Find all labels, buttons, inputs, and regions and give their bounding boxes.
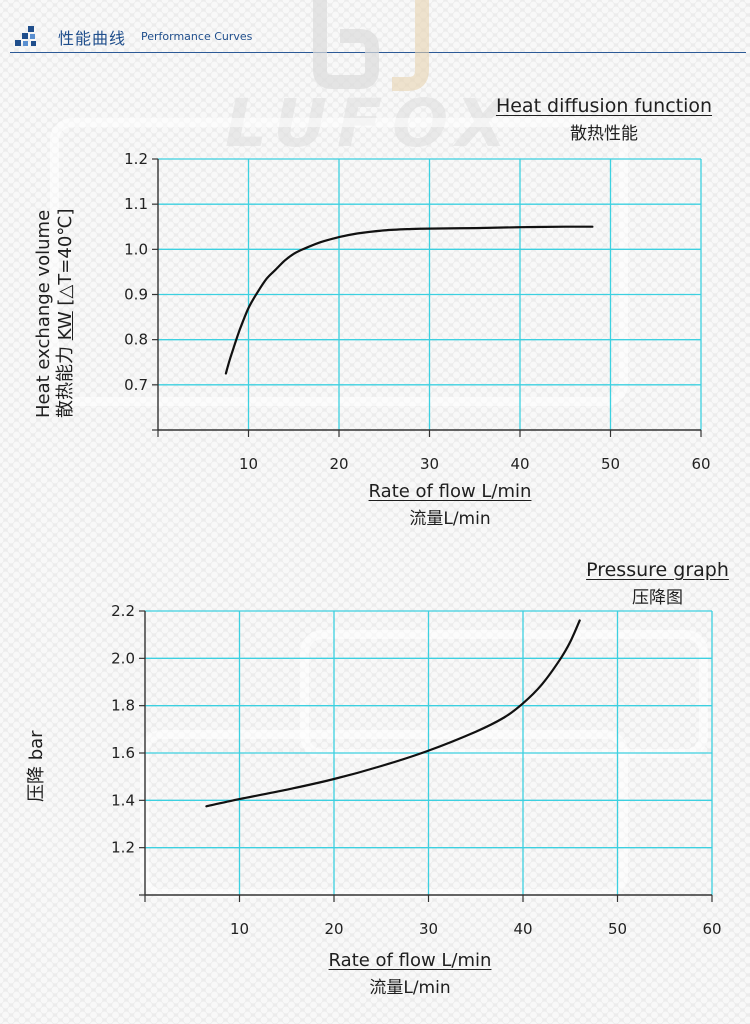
chart2-xlabel-zh: 流量L/min xyxy=(369,978,451,998)
chart1-subtitle: 散热性能 xyxy=(570,124,638,144)
chart2-x-tick-label: 30 xyxy=(419,920,438,938)
section-title: 性能曲线 xyxy=(58,29,127,48)
chart1-series-line xyxy=(224,225,594,375)
chart2-x-tick-label: 10 xyxy=(230,920,249,938)
chart1-y-tick-label: 1.1 xyxy=(124,195,148,213)
chart2-xlabel: Rate of flow L/min xyxy=(328,950,492,971)
chart2-x-tick-label: 20 xyxy=(324,920,343,938)
chart2-y-tick-label: 2.0 xyxy=(111,649,135,667)
chart1-y-tick-label: 0.8 xyxy=(124,331,148,349)
chart1-title: Heat diffusion function xyxy=(495,95,713,117)
chart2-y-tick-label: 2.2 xyxy=(111,602,135,620)
chart1-x-tick-label: 20 xyxy=(329,455,348,473)
chart2-y-tick-label: 1.2 xyxy=(111,839,135,857)
chart1-x-tick-label: 10 xyxy=(239,455,258,473)
watermark-logo-icon xyxy=(313,0,429,91)
chart1-xlabel-block: Rate of flow L/min 流量L/min xyxy=(330,481,570,529)
chart2-y-tick-label: 1.4 xyxy=(111,791,135,809)
chart2-x-tick-label: 50 xyxy=(608,920,627,938)
chart2-y-tick-label: 1.6 xyxy=(111,744,135,762)
chart2-subtitle: 压降图 xyxy=(632,588,683,608)
blocks-logo-icon xyxy=(15,26,36,46)
chart2-title: Pressure graph xyxy=(586,559,729,581)
chart2-title-block: Pressure graph 压降图 xyxy=(565,559,750,608)
chart1-y-tick-label: 0.9 xyxy=(124,286,148,304)
chart2-series-line xyxy=(205,619,581,808)
chart1-x-tick-label: 30 xyxy=(420,455,439,473)
section-subtitle: Performance Curves xyxy=(141,30,253,43)
chart1-y-tick-label: 1.0 xyxy=(124,240,148,258)
chart2-y-tick-label: 1.8 xyxy=(111,697,135,715)
chart1-xlabel: Rate of flow L/min xyxy=(368,481,532,502)
chart1-xlabel-zh: 流量L/min xyxy=(409,509,491,529)
chart1-x-tick-label: 50 xyxy=(601,455,620,473)
chart1-y-tick-label: 0.7 xyxy=(124,376,148,394)
chart1-title-block: Heat diffusion function 散热性能 xyxy=(484,95,724,144)
chart2-xlabel-block: Rate of flow L/min 流量L/min xyxy=(290,950,530,998)
chart2-x-tick-label: 60 xyxy=(702,920,721,938)
chart1-x-tick-label: 60 xyxy=(691,455,710,473)
chart2-x-tick-label: 40 xyxy=(513,920,532,938)
chart1-y-tick-label: 1.2 xyxy=(124,150,148,168)
chart1-x-tick-label: 40 xyxy=(510,455,529,473)
